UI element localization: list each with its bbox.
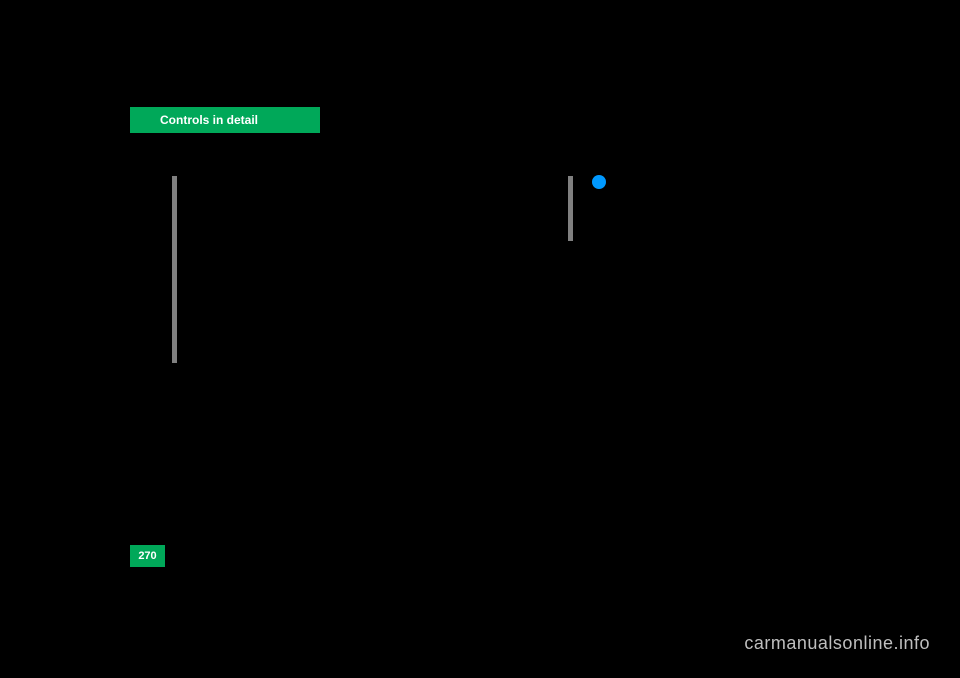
watermark: carmanualsonline.info xyxy=(744,633,930,654)
header-tab: Controls in detail xyxy=(130,107,320,133)
vertical-bar-right xyxy=(568,176,573,241)
vertical-bar-left xyxy=(172,176,177,363)
page-number: 270 xyxy=(138,550,156,562)
page-number-box: 270 xyxy=(130,545,165,567)
header-title: Controls in detail xyxy=(160,113,258,127)
info-icon xyxy=(592,175,606,189)
page-container: Controls in detail 270 xyxy=(130,90,830,580)
